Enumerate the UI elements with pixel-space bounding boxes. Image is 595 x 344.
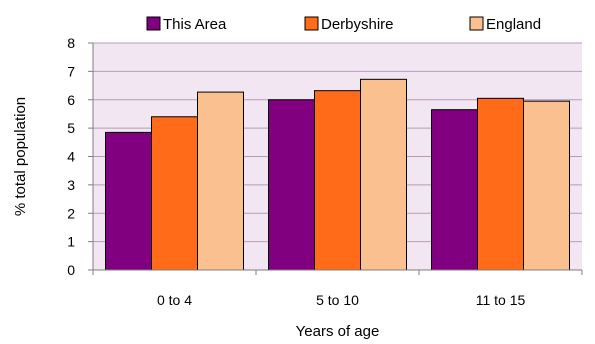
x-tick-label: 11 to 15 xyxy=(476,292,526,308)
bar-derbyshire-3 xyxy=(477,97,524,271)
legend-swatch-this-area xyxy=(146,16,161,31)
legend-label-derbyshire: Derbyshire xyxy=(321,16,394,33)
y-tick-label: 1 xyxy=(67,234,75,250)
bar-this-area-2 xyxy=(268,99,315,271)
y-tick-label: 3 xyxy=(67,177,75,193)
legend-swatch-england xyxy=(469,16,484,31)
legend-swatch-derbyshire xyxy=(304,16,319,31)
y-axis-label: % total population xyxy=(12,97,29,216)
bar-england-3 xyxy=(523,100,570,271)
y-tick-label: 7 xyxy=(67,63,75,79)
y-tick-label: 8 xyxy=(67,35,75,51)
bar-derbyshire-1 xyxy=(151,116,198,271)
bar-this-area-3 xyxy=(431,109,478,271)
x-tick-label: 0 to 4 xyxy=(157,292,192,308)
y-tick-label: 2 xyxy=(67,205,75,221)
bar-england-2 xyxy=(360,78,407,271)
legend-label-this-area: This Area xyxy=(163,16,227,33)
y-tick-label: 0 xyxy=(67,262,75,278)
chart-legend: This Area Derbyshire England xyxy=(146,16,541,33)
bar-this-area-1 xyxy=(105,131,152,271)
x-tick-labels: 0 to 4 5 to 10 11 to 15 xyxy=(157,292,526,308)
bar-england-1 xyxy=(197,91,244,271)
axes xyxy=(88,42,583,275)
x-tick-label: 5 to 10 xyxy=(316,292,359,308)
y-tick-label: 4 xyxy=(67,149,75,165)
y-tick-labels: 0 1 2 3 4 5 6 7 8 xyxy=(67,35,75,278)
y-tick-label: 5 xyxy=(67,120,75,136)
bars-group xyxy=(105,78,570,271)
legend-label-england: England xyxy=(486,16,541,33)
bar-derbyshire-2 xyxy=(314,90,361,271)
y-tick-label: 6 xyxy=(67,92,75,108)
x-axis-label: Years of age xyxy=(296,323,380,340)
